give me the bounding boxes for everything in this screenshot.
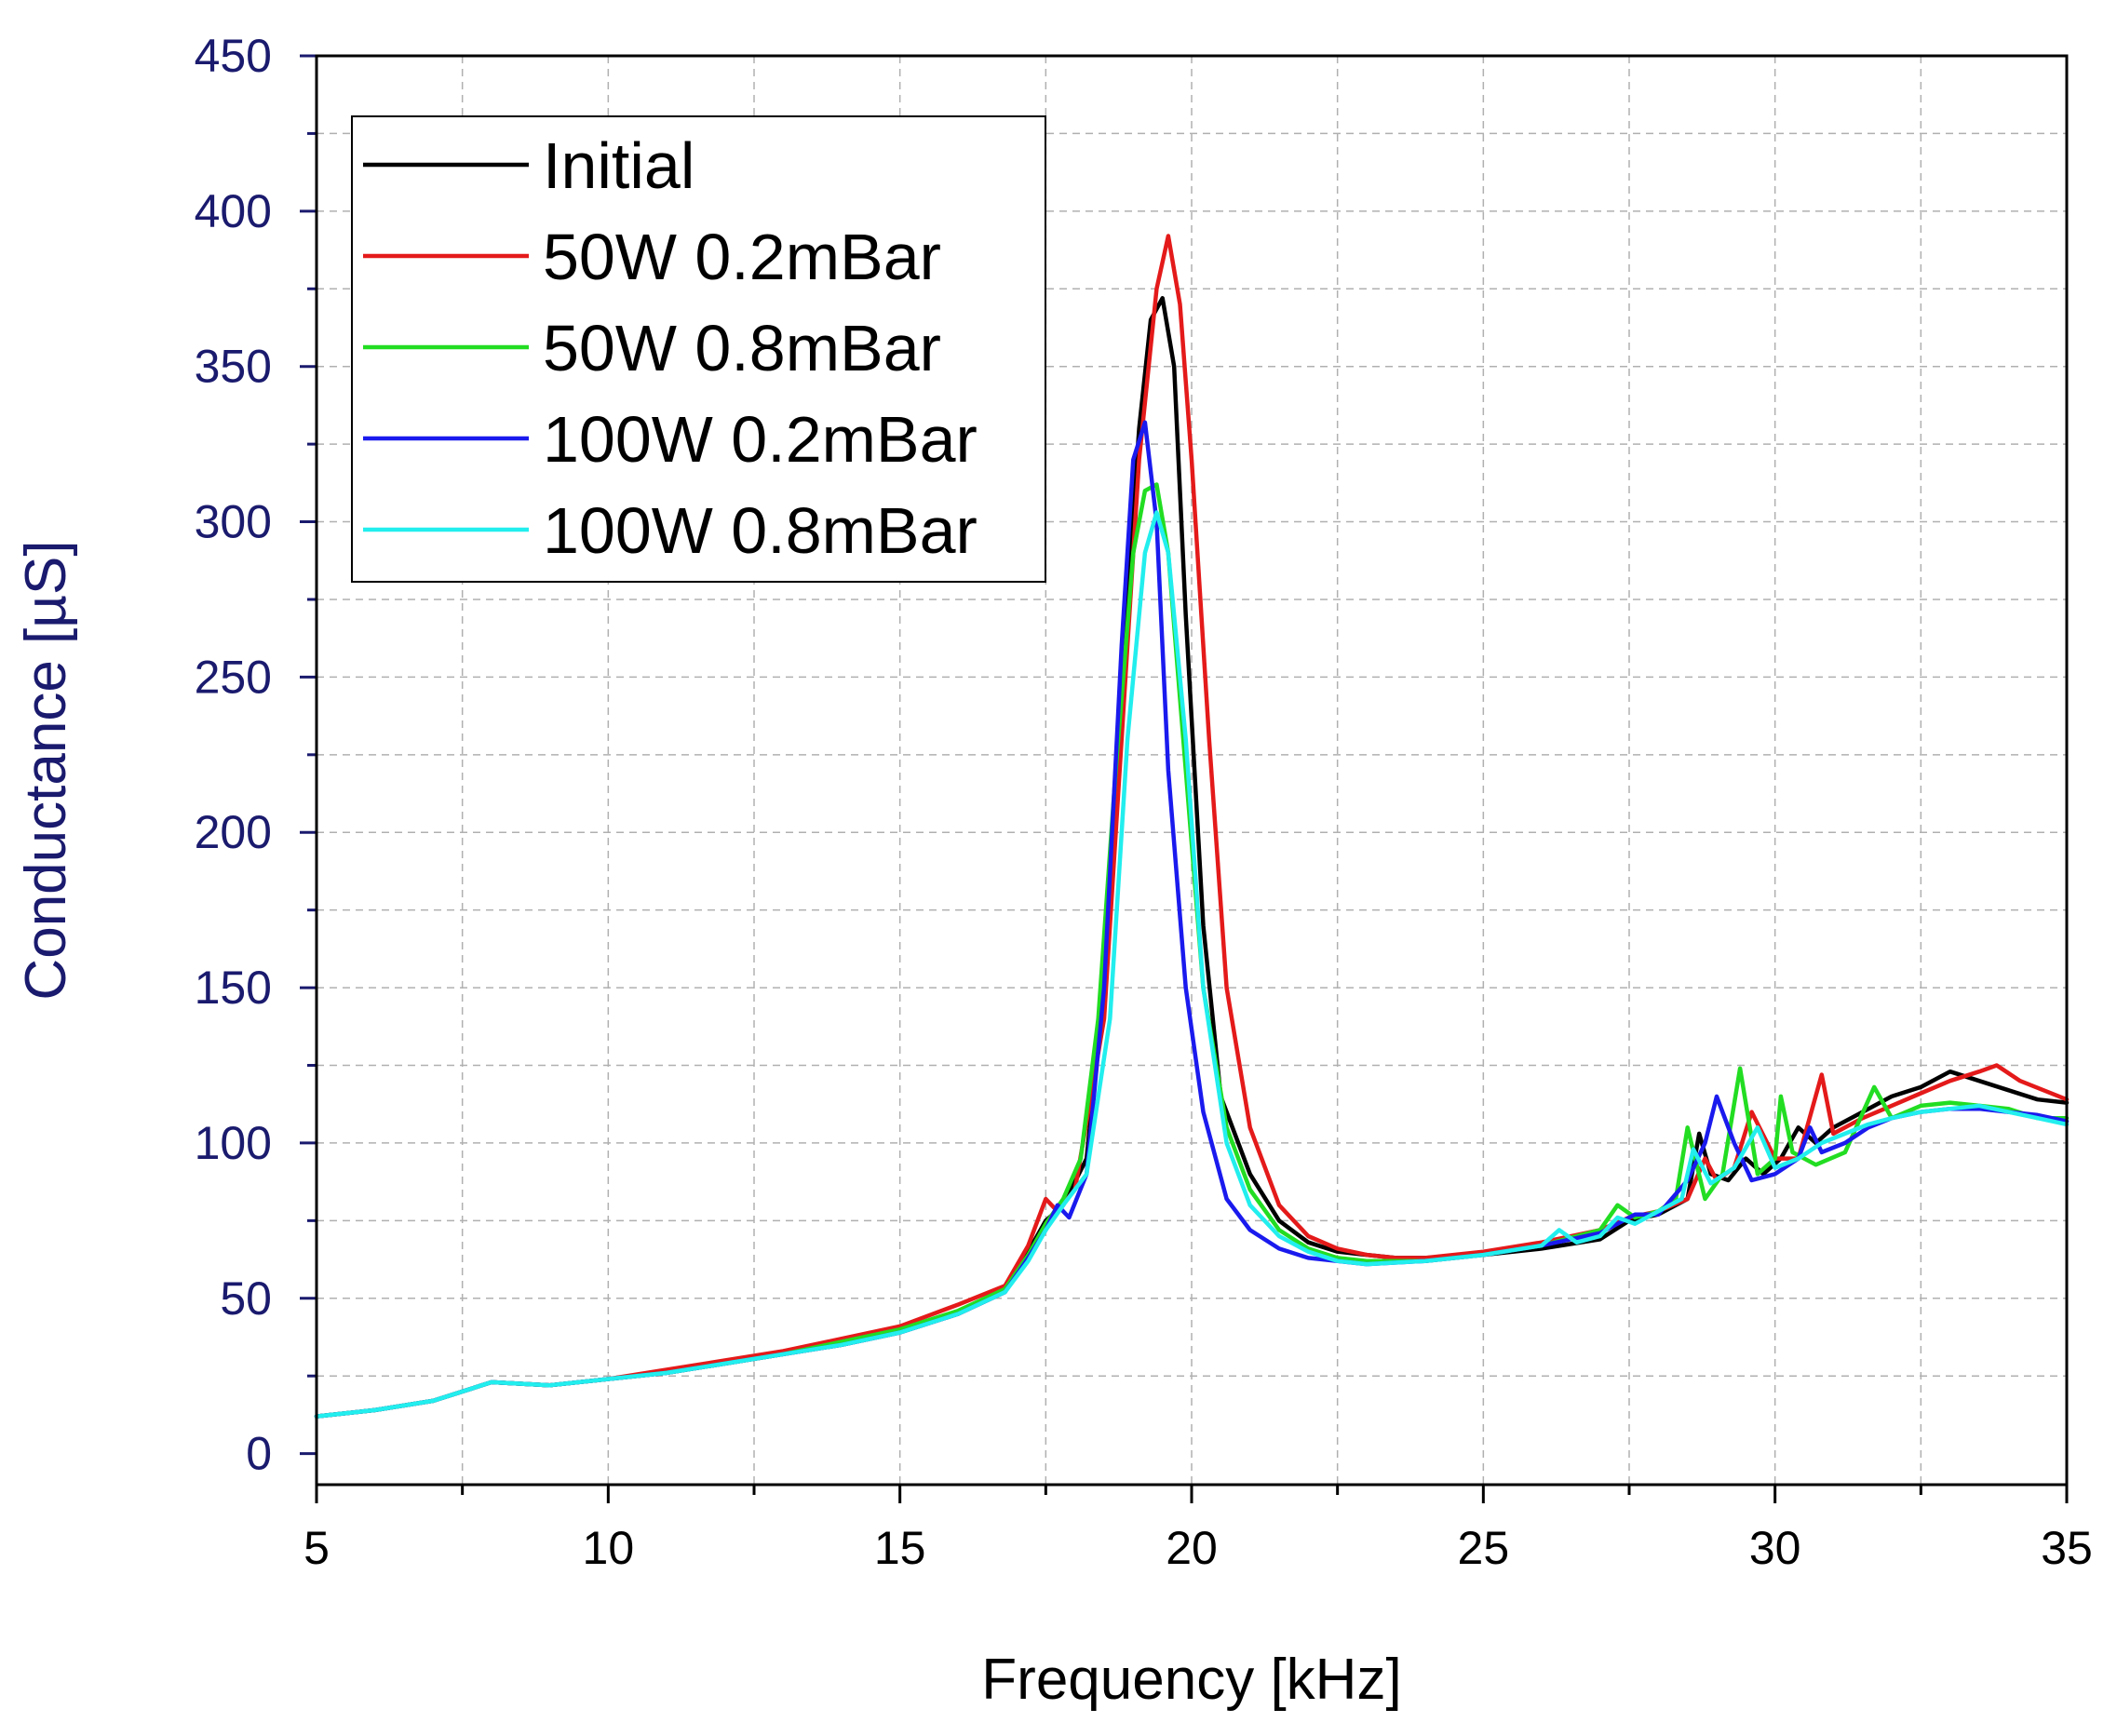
legend-label-100w-0-2mbar: 100W 0.2mBar <box>543 403 978 476</box>
plot-frame <box>315 54 2069 1487</box>
y-tick-label: 150 <box>195 962 272 1014</box>
legend-label-50w-0-2mbar: 50W 0.2mBar <box>543 221 941 293</box>
y-tick-label: 100 <box>195 1117 272 1169</box>
y-axis-title: Conductance [µS] <box>14 540 78 1000</box>
series-line-100w-0-8mbar <box>314 510 2070 1419</box>
legend-label-100w-0-8mbar: 100W 0.8mBar <box>543 494 978 567</box>
x-tick-label: 10 <box>583 1522 635 1574</box>
x-tick-label: 5 <box>303 1522 330 1574</box>
y-tick-label: 250 <box>195 651 272 703</box>
y-tick-label: 400 <box>195 185 272 237</box>
x-axis-title: Frequency [kHz] <box>981 1648 1401 1712</box>
y-tick-label: 350 <box>195 341 272 393</box>
x-tick-label: 25 <box>1458 1522 1510 1574</box>
y-tick-label: 450 <box>195 30 272 82</box>
legend: Initial 50W 0.2mBar 50W 0.8mBar 100W 0.2mBa… <box>351 115 1046 583</box>
series-lines <box>314 234 2070 1419</box>
series-line-50w-0-8mbar <box>314 482 2070 1419</box>
x-tick-label: 30 <box>1749 1522 1801 1574</box>
y-tick-label: 300 <box>195 496 272 548</box>
x-tick-label: 15 <box>874 1522 926 1574</box>
legend-label-50w-0-8mbar: 50W 0.8mBar <box>543 312 941 384</box>
series-line-50w-0-2mbar <box>314 234 2070 1419</box>
y-tick-label: 200 <box>195 806 272 858</box>
y-tick-label: 0 <box>246 1428 272 1480</box>
y-tick-label: 50 <box>220 1272 272 1325</box>
x-tick-label: 20 <box>1166 1522 1218 1574</box>
axis-ticks <box>300 54 2069 1503</box>
legend-label-initial: Initial <box>543 129 694 202</box>
x-tick-label: 35 <box>2041 1522 2093 1574</box>
